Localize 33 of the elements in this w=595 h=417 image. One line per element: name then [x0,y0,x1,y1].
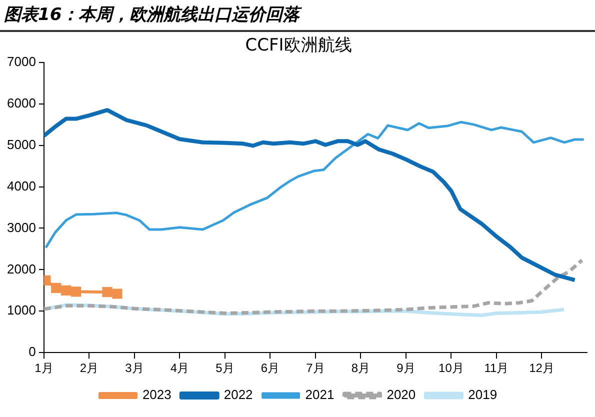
x-tick-label: 1月 [34,361,54,376]
point [102,287,112,298]
x-tick-label: 8月 [351,361,370,376]
x-tick-label: 9月 [396,361,416,376]
y-tick-label: 1000 [7,302,36,318]
x-tick-label: 2月 [80,361,99,376]
x-tick-label: 7月 [306,361,325,376]
x-tick-label: 3月 [125,361,144,376]
y-tick-label: 4000 [7,178,36,194]
y-tick-label: 5000 [7,136,36,152]
y-tick-label: 7000 [7,54,36,69]
legend-label: 2022 [224,387,253,402]
x-tick-label: 10月 [438,361,464,376]
legend-label: 2023 [142,387,172,402]
y-tick-label: 2000 [7,261,36,276]
point [112,288,122,299]
chart-subtitle: CCFI欧洲航线 [245,36,352,56]
legend-label: 2021 [305,387,334,402]
y-tick-label: 3000 [7,220,36,235]
x-tick-label: 4月 [170,361,190,376]
point [71,286,82,297]
legend-label: 2020 [386,387,416,402]
point [61,285,72,296]
legend-label: 2019 [468,387,498,402]
x-tick-label: 12月 [529,361,554,376]
line-series [44,258,584,315]
point [51,282,62,293]
chart-title: 图表16：本周，欧洲航线出口运价回落 [0,0,595,32]
x-tick-label: 11月 [484,361,509,376]
x-tick-label: 6月 [260,361,280,376]
y-tick-label: 0 [28,344,36,360]
y-tick-label: 6000 [7,95,36,110]
x-tick-label: 5月 [216,361,234,376]
